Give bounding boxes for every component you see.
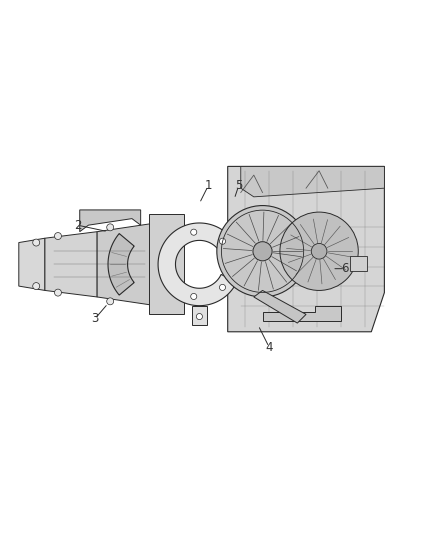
Polygon shape [191, 305, 207, 325]
Circle shape [54, 232, 61, 239]
Circle shape [280, 212, 358, 290]
Text: 6: 6 [342, 262, 349, 275]
Circle shape [107, 298, 114, 305]
Circle shape [54, 289, 61, 296]
Text: 4: 4 [265, 341, 273, 353]
Circle shape [196, 313, 202, 320]
Text: 2: 2 [74, 219, 81, 232]
Polygon shape [158, 223, 237, 305]
Circle shape [219, 285, 226, 290]
Polygon shape [108, 233, 134, 295]
Text: 5: 5 [235, 180, 242, 192]
Polygon shape [97, 223, 156, 305]
Circle shape [107, 224, 114, 231]
Polygon shape [228, 166, 385, 332]
Circle shape [217, 206, 308, 297]
Circle shape [311, 244, 327, 259]
Polygon shape [262, 305, 341, 321]
Polygon shape [254, 290, 306, 323]
Circle shape [191, 229, 197, 235]
Polygon shape [19, 238, 45, 290]
Polygon shape [241, 166, 385, 197]
Circle shape [33, 282, 40, 289]
Polygon shape [350, 256, 367, 271]
Text: 3: 3 [91, 312, 99, 325]
Polygon shape [45, 232, 97, 297]
Circle shape [191, 294, 197, 300]
Polygon shape [80, 210, 141, 232]
Polygon shape [149, 214, 184, 314]
Circle shape [33, 239, 40, 246]
Circle shape [219, 238, 226, 244]
Text: 1: 1 [205, 180, 212, 192]
Circle shape [253, 241, 272, 261]
